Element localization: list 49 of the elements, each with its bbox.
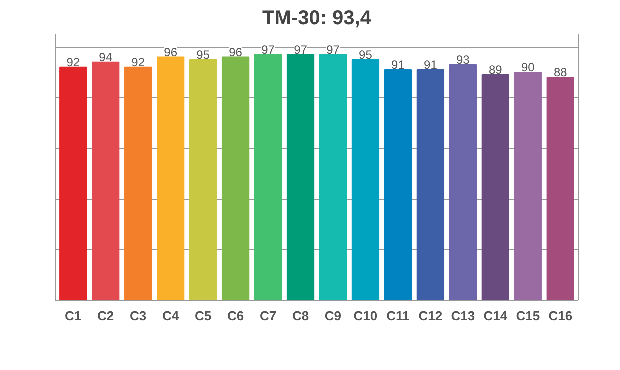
- x-tick-label: C3: [130, 308, 147, 324]
- data-label: 93: [456, 52, 470, 67]
- bar: [286, 54, 315, 300]
- bar: [546, 77, 574, 300]
- data-label: 97: [262, 42, 276, 57]
- data-label: 88: [554, 66, 568, 80]
- bar: [384, 69, 412, 300]
- bar: [449, 64, 477, 300]
- data-label: 97: [294, 42, 308, 57]
- x-tick-label: C14: [484, 308, 508, 324]
- data-label: 96: [164, 45, 178, 60]
- bar: [222, 56, 250, 300]
- bar: [514, 72, 542, 300]
- chart-title: TM-30: 93,4: [262, 8, 372, 30]
- data-label: 95: [359, 48, 373, 62]
- data-label: 96: [229, 45, 243, 60]
- x-tick-label: C13: [451, 308, 476, 324]
- x-tick-label: C8: [292, 308, 310, 324]
- x-tick-label: C11: [386, 308, 410, 324]
- data-label: 89: [488, 63, 503, 78]
- x-tick-label: C4: [162, 308, 180, 324]
- bar: [352, 59, 380, 300]
- x-tick-label: C16: [548, 308, 573, 324]
- data-label: 91: [424, 58, 438, 72]
- x-tick-label: C9: [324, 308, 342, 324]
- x-tick-label: C5: [194, 308, 212, 324]
- data-label: 92: [66, 55, 80, 70]
- x-tick-label: C10: [354, 308, 378, 324]
- x-tick-label: C12: [418, 308, 443, 324]
- x-tick-label: C6: [227, 308, 244, 324]
- bar: [189, 59, 218, 300]
- data-label: 90: [521, 60, 536, 74]
- bar: [416, 69, 445, 300]
- x-tick-label: C2: [98, 308, 114, 324]
- x-tick-label: C1: [65, 308, 82, 324]
- data-label: 92: [132, 55, 146, 70]
- bar: [319, 54, 348, 300]
- bar: [92, 62, 120, 300]
- x-tick-label: C15: [516, 308, 540, 324]
- data-label: 97: [326, 42, 340, 57]
- bar: [124, 66, 152, 300]
- data-label: 91: [392, 58, 406, 72]
- bar: [254, 54, 282, 300]
- x-tick-label: C7: [260, 308, 277, 324]
- bar: [482, 74, 510, 300]
- data-label: 95: [196, 48, 210, 62]
- bar: [60, 66, 88, 300]
- bar: [157, 56, 185, 300]
- data-label: 94: [99, 50, 113, 64]
